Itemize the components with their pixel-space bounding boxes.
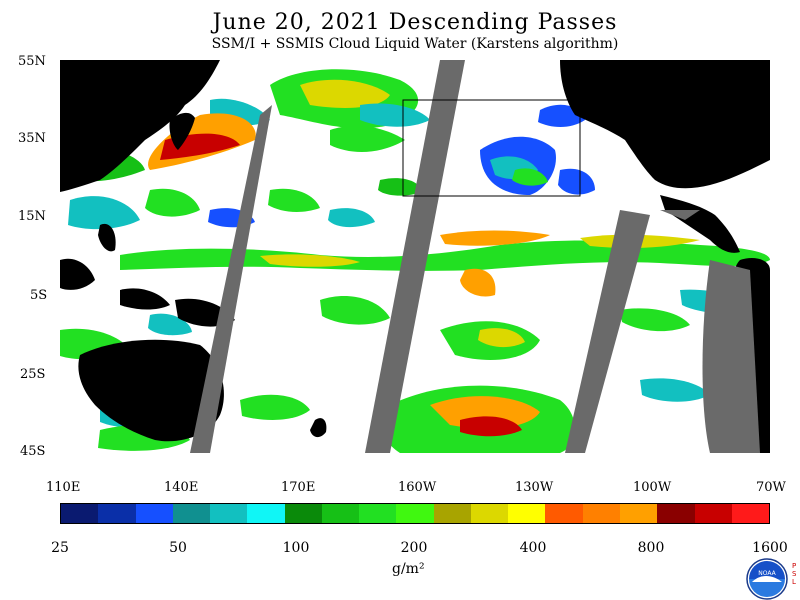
noaa-logo-text: NOAA xyxy=(758,570,776,577)
map-subtitle: SSM/I + SSMIS Cloud Liquid Water (Karste… xyxy=(211,36,619,52)
colorbar-tick-25: 25 xyxy=(51,540,69,556)
colorbar-segment xyxy=(470,504,509,523)
lon-label-110e: 110E xyxy=(46,480,81,495)
colorbar-tick-200: 200 xyxy=(400,540,428,556)
cloud-liquid-water-map xyxy=(60,60,770,453)
lat-label-35n: 35N xyxy=(18,131,46,146)
lon-label-130w: 130W xyxy=(515,480,554,495)
colorbar-segment xyxy=(396,504,434,523)
colorbar-segment xyxy=(582,504,620,523)
lat-label-5s: 5S xyxy=(30,288,48,303)
color-scale-bar xyxy=(60,503,770,524)
lat-label-55n: 55N xyxy=(18,54,46,69)
colorbar-segment xyxy=(321,504,360,523)
land-masses xyxy=(60,60,770,453)
lat-label-15n: 15N xyxy=(18,209,46,224)
colorbar-tick-800: 800 xyxy=(637,540,665,556)
colorbar-units: g/m² xyxy=(392,561,425,577)
colorbar-segment xyxy=(731,504,770,523)
lon-label-170e: 170E xyxy=(281,480,316,495)
colorbar-tick-400: 400 xyxy=(519,540,547,556)
region-box xyxy=(402,99,581,197)
colorbar-segment xyxy=(619,504,658,523)
lat-label-25s: 25S xyxy=(20,367,46,382)
colorbar-segment xyxy=(657,504,695,523)
colorbar-tick-50: 50 xyxy=(169,540,187,556)
colorbar-segment xyxy=(61,504,99,523)
lat-label-45s: 45S xyxy=(20,444,46,459)
colorbar-segment xyxy=(247,504,285,523)
noaa-logo-icon: NOAA xyxy=(746,558,788,600)
colorbar-segment xyxy=(545,504,583,523)
colorbar-segment xyxy=(210,504,248,523)
colorbar-tick-100: 100 xyxy=(282,540,310,556)
colorbar-segment xyxy=(135,504,173,523)
colorbar-segment xyxy=(694,504,732,523)
colorbar-segment xyxy=(172,504,211,523)
no-data-swaths xyxy=(190,60,760,453)
colorbar-segment xyxy=(359,504,397,523)
map-title: June 20, 2021 Descending Passes xyxy=(212,10,618,35)
colorbar-segment xyxy=(508,504,546,523)
lon-label-70w: 70W xyxy=(756,480,786,495)
colorbar-segment xyxy=(98,504,136,523)
lon-label-160w: 160W xyxy=(398,480,437,495)
lon-label-140e: 140E xyxy=(164,480,199,495)
colorbar-segment xyxy=(284,504,322,523)
lon-label-100w: 100W xyxy=(633,480,672,495)
colorbar-tick-1600: 1600 xyxy=(752,540,788,556)
colorbar-segment xyxy=(433,504,471,523)
